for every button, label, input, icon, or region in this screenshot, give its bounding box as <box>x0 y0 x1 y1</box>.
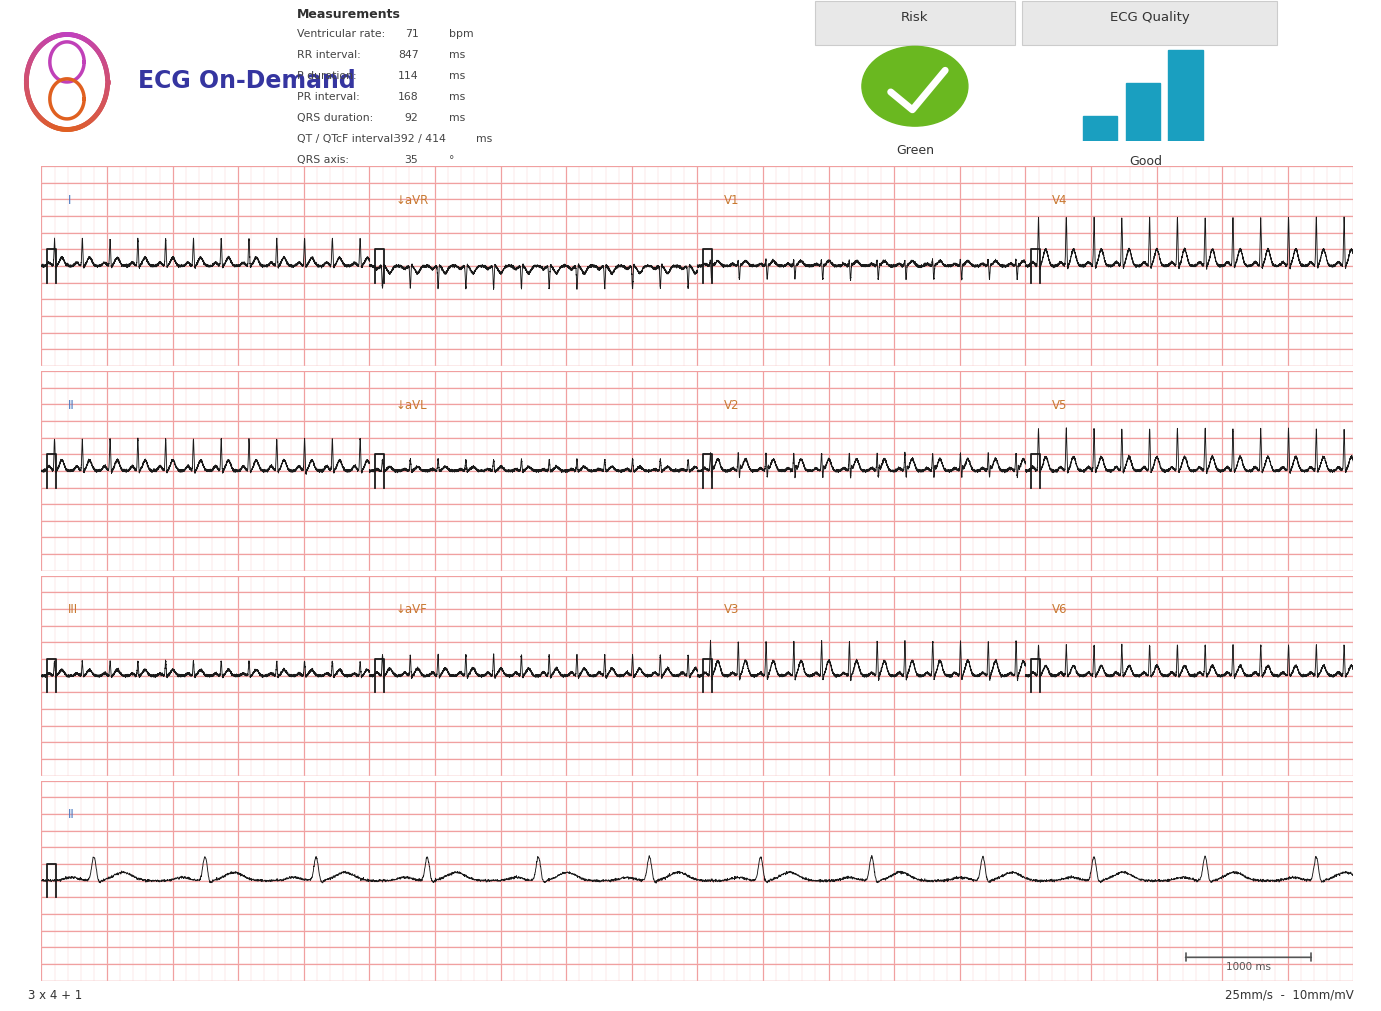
Text: V3: V3 <box>724 603 739 616</box>
Text: Risk: Risk <box>902 11 928 24</box>
Text: 114: 114 <box>398 71 418 81</box>
Text: 92: 92 <box>405 113 418 123</box>
Text: ECG Quality: ECG Quality <box>1110 11 1189 24</box>
Text: II: II <box>68 808 75 821</box>
Text: ms: ms <box>449 92 465 102</box>
Text: V4: V4 <box>1052 193 1068 206</box>
Text: Measurements: Measurements <box>297 8 400 21</box>
Text: III: III <box>68 603 77 616</box>
Text: 71: 71 <box>405 29 418 39</box>
Text: 25mm/s  -  10mm/mV: 25mm/s - 10mm/mV <box>1225 988 1353 1001</box>
Text: 168: 168 <box>398 92 418 102</box>
Text: Ventricular rate:: Ventricular rate: <box>297 29 385 39</box>
Text: ms: ms <box>449 113 465 123</box>
Text: 847: 847 <box>398 51 418 60</box>
Text: ↓aVL: ↓aVL <box>395 398 427 411</box>
Text: I: I <box>68 193 70 206</box>
Text: QRS axis:: QRS axis: <box>297 156 349 165</box>
Text: ECG On-Demand: ECG On-Demand <box>138 69 356 93</box>
Text: ↓aVF: ↓aVF <box>395 603 427 616</box>
Text: II: II <box>68 398 75 411</box>
FancyBboxPatch shape <box>1022 2 1277 47</box>
Bar <box>1168 52 1203 142</box>
Text: 35: 35 <box>405 156 418 165</box>
Text: V2: V2 <box>724 398 739 411</box>
Text: °: ° <box>449 156 454 165</box>
Text: Green: Green <box>896 144 934 157</box>
Text: V1: V1 <box>724 193 739 206</box>
Text: QT / QTcF interval:: QT / QTcF interval: <box>297 134 396 145</box>
Text: PR interval:: PR interval: <box>297 92 359 102</box>
Circle shape <box>862 48 968 127</box>
FancyBboxPatch shape <box>815 2 1015 47</box>
Text: 3 x 4 + 1: 3 x 4 + 1 <box>28 988 81 1001</box>
Text: P duration:: P duration: <box>297 71 356 81</box>
Bar <box>1083 116 1117 142</box>
Text: ↓aVR: ↓aVR <box>395 193 429 206</box>
Text: ms: ms <box>449 51 465 60</box>
Text: V5: V5 <box>1052 398 1068 411</box>
Text: 392 / 414: 392 / 414 <box>394 134 446 145</box>
Text: RR interval:: RR interval: <box>297 51 360 60</box>
Text: ms: ms <box>476 134 493 145</box>
Text: V6: V6 <box>1052 603 1068 616</box>
Text: QRS duration:: QRS duration: <box>297 113 373 123</box>
Text: 1000 ms: 1000 ms <box>1226 961 1271 971</box>
Bar <box>1126 84 1160 142</box>
Text: Good: Good <box>1130 156 1163 168</box>
Text: ms: ms <box>449 71 465 81</box>
Text: bpm: bpm <box>449 29 474 39</box>
